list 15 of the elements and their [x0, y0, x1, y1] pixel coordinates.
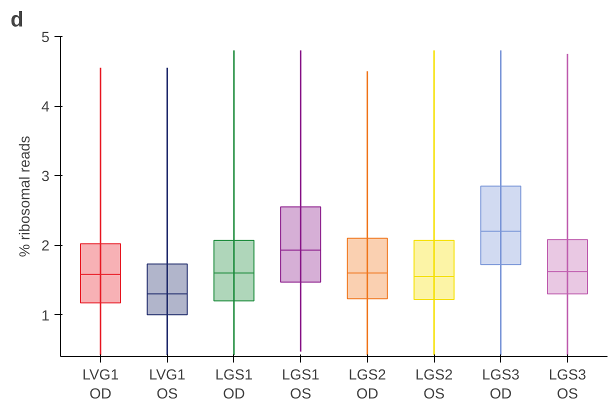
y-tick-label: 2	[41, 238, 50, 255]
x-tick-label: LGS2 OD	[348, 368, 386, 403]
x-tick-label: LVG1 OD	[82, 368, 119, 403]
y-axis-title: % ribosomal reads	[17, 136, 34, 258]
y-tick-label: 4	[41, 100, 50, 116]
x-tick-label: LGS3 OD	[482, 368, 520, 403]
x-tick-label: LGS3 OS	[548, 368, 586, 403]
y-tick-label: 3	[41, 169, 50, 186]
x-tick-label: LGS1 OS	[282, 368, 320, 403]
y-tick-label: 1	[41, 308, 50, 324]
x-tick-label: LGS2 OS	[415, 368, 453, 403]
x-tick-label: LGS1 OD	[215, 368, 253, 403]
x-tick-label: LVG1 OS	[149, 368, 186, 403]
y-tick-label: 5	[41, 30, 50, 46]
text: d	[10, 8, 24, 32]
